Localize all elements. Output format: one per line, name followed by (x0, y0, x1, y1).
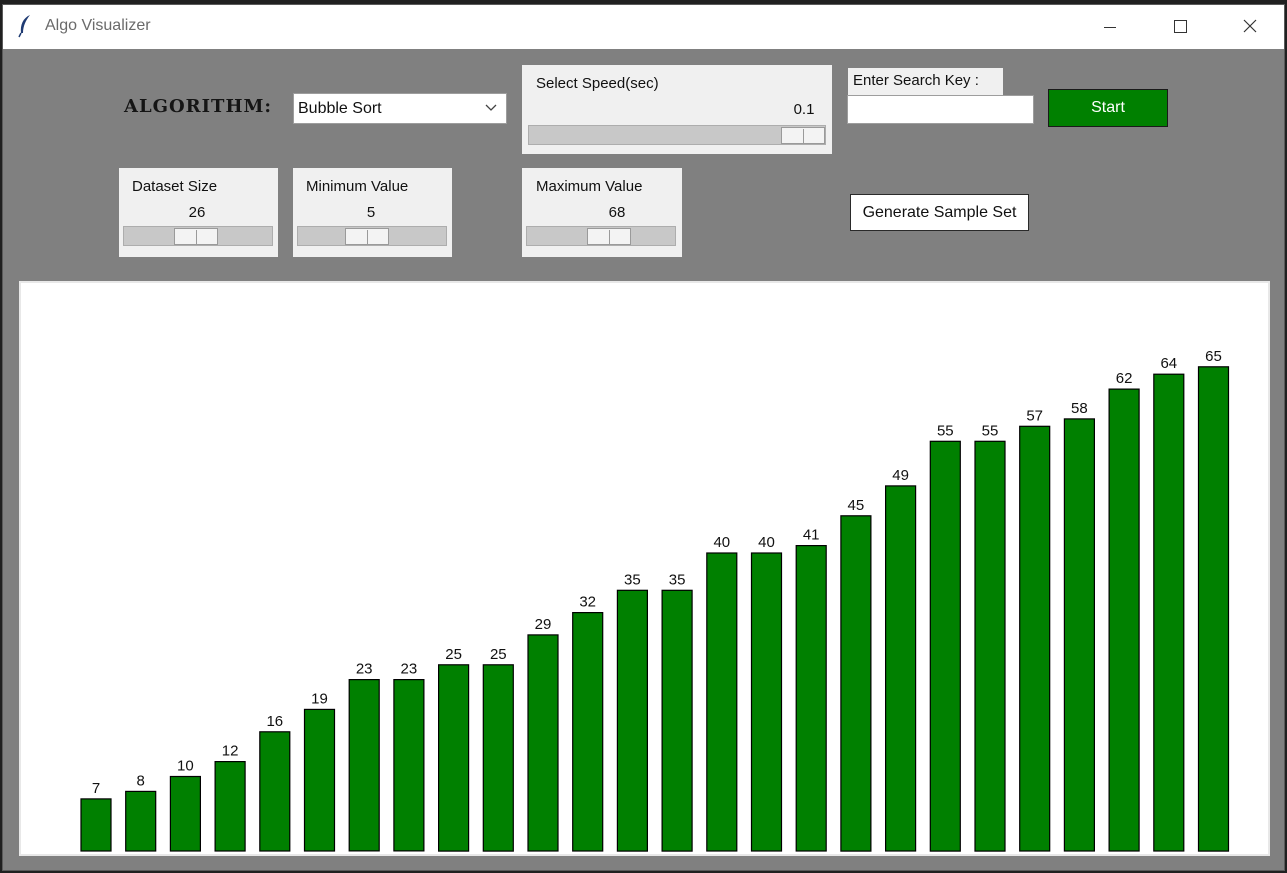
bar (214, 761, 246, 852)
maximize-button[interactable] (1157, 5, 1203, 49)
bar (1019, 425, 1051, 852)
feather-icon (17, 14, 33, 38)
bar-value-label: 65 (1205, 348, 1222, 365)
close-button[interactable] (1227, 5, 1273, 49)
bar (929, 440, 961, 852)
bar (527, 634, 559, 852)
max-value-slider-thumb[interactable] (587, 228, 631, 245)
bar-value-label: 55 (937, 422, 954, 439)
bar (974, 440, 1006, 852)
min-value-value: 5 (366, 204, 376, 221)
bar (616, 589, 649, 852)
window-title: Algo Visualizer (45, 17, 151, 34)
bar (393, 679, 425, 852)
bar (1153, 373, 1185, 852)
chevron-down-icon (485, 104, 497, 111)
speed-panel: Select Speed(sec) 0.1 (522, 65, 832, 154)
bar (840, 515, 872, 852)
algorithm-label: ALGORITHM: (124, 96, 273, 117)
bar-value-label: 49 (892, 467, 909, 484)
min-value-slider[interactable] (297, 226, 447, 246)
min-value-label: Minimum Value (306, 178, 409, 195)
dataset-size-value: 26 (188, 204, 206, 221)
speed-slider-thumb[interactable] (781, 127, 825, 144)
algorithm-selected-value: Bubble Sort (298, 100, 382, 117)
bar-value-label: 32 (579, 594, 596, 611)
bar-value-label: 57 (1026, 407, 1043, 424)
bar (1108, 388, 1140, 852)
bar (572, 612, 604, 852)
start-button[interactable]: Start (1048, 89, 1168, 127)
bar-value-label: 55 (982, 422, 999, 439)
bar (750, 552, 783, 852)
bar (661, 589, 693, 852)
dataset-size-panel: Dataset Size 26 (119, 168, 278, 257)
search-label-box: Enter Search Key : (848, 68, 1003, 95)
bar-chart: 7 8 10 12 16 19 23 23 25 25 29 32 35 35 40 40 41 45 49 55 55… (80, 348, 1230, 852)
bar (169, 775, 201, 852)
bar (259, 731, 291, 852)
bar-value-label: 7 (92, 780, 100, 797)
bar (348, 679, 380, 852)
bar-value-label: 29 (535, 616, 552, 633)
algorithm-select[interactable]: Bubble Sort (293, 93, 507, 124)
bar (884, 485, 917, 852)
bar (125, 790, 157, 852)
bar (80, 798, 112, 852)
bar-value-label: 62 (1116, 370, 1133, 387)
bar-value-label: 16 (266, 713, 283, 730)
max-value-panel: Maximum Value 68 (522, 168, 682, 257)
bar-value-label: 40 (758, 534, 775, 551)
bar-value-label: 64 (1160, 355, 1177, 372)
max-value-value: 68 (608, 204, 626, 221)
title-bar: Algo Visualizer (3, 5, 1284, 49)
bar-value-label: 35 (624, 571, 641, 588)
bar-value-label: 25 (445, 646, 462, 663)
max-value-slider[interactable] (526, 226, 676, 246)
search-key-input[interactable] (847, 95, 1034, 124)
dataset-size-slider-thumb[interactable] (174, 228, 218, 245)
bar-value-label: 58 (1071, 400, 1088, 417)
bar-value-label: 8 (137, 772, 145, 789)
generate-sample-set-button[interactable]: Generate Sample Set (850, 194, 1029, 231)
app-window: Algo Visualizer ALGORITHM: Bubble Sort S… (2, 4, 1285, 871)
bar-value-label: 23 (356, 661, 373, 678)
max-value-label: Maximum Value (536, 178, 643, 195)
close-icon (1243, 19, 1257, 33)
bar (482, 664, 514, 852)
bar-value-label: 12 (222, 743, 239, 760)
bar (1063, 418, 1096, 852)
bar-value-label: 25 (490, 646, 507, 663)
bar-value-label: 41 (803, 527, 820, 544)
bar-value-label: 45 (848, 497, 865, 514)
min-value-panel: Minimum Value 5 (293, 168, 452, 257)
bar-value-label: 35 (669, 571, 686, 588)
speed-value: 0.1 (793, 101, 815, 118)
min-value-slider-thumb[interactable] (345, 228, 389, 245)
bar (1197, 366, 1230, 852)
bar (438, 664, 470, 852)
dataset-size-label: Dataset Size (132, 178, 218, 195)
visualization-canvas: 7 8 10 12 16 19 23 23 25 25 29 32 35 35 40 40 41 45 49 55 55… (19, 281, 1270, 856)
bar-value-label: 19 (311, 690, 328, 707)
bar-value-label: 23 (401, 661, 418, 678)
search-key-label: Enter Search Key : (853, 72, 979, 89)
bar (706, 552, 738, 852)
minimize-button[interactable] (1087, 5, 1133, 49)
bar (303, 708, 336, 852)
bar-value-label: 10 (177, 758, 194, 775)
dataset-size-slider[interactable] (123, 226, 273, 246)
bar (795, 545, 827, 852)
speed-slider[interactable] (528, 125, 826, 145)
speed-label: Select Speed(sec) (536, 75, 659, 92)
bar-value-label: 40 (713, 534, 730, 551)
